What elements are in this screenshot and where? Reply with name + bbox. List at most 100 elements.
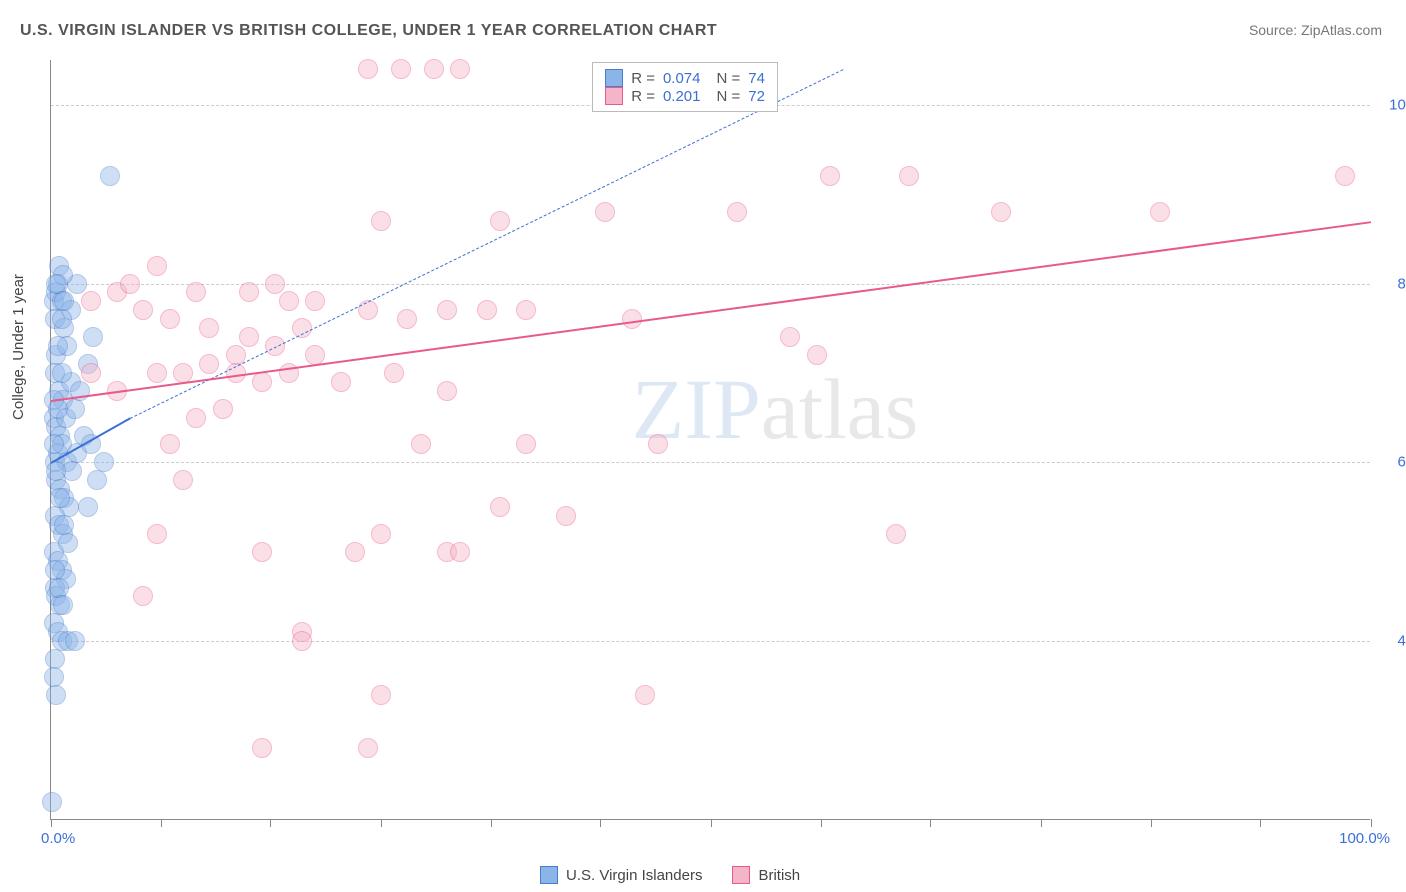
- scatter-point: [54, 291, 74, 311]
- scatter-point: [133, 300, 153, 320]
- scatter-point: [252, 372, 272, 392]
- trend-line: [130, 69, 843, 419]
- gridline-horizontal: [51, 462, 1370, 463]
- scatter-point: [635, 685, 655, 705]
- scatter-point: [44, 667, 64, 687]
- y-tick-label: 60.0%: [1397, 454, 1406, 471]
- scatter-point: [358, 300, 378, 320]
- y-tick-label: 100.0%: [1389, 96, 1406, 113]
- scatter-point: [424, 59, 444, 79]
- x-tick-label-max: 100.0%: [1339, 830, 1390, 847]
- scatter-point: [65, 399, 85, 419]
- scatter-point: [384, 363, 404, 383]
- scatter-point: [83, 327, 103, 347]
- scatter-point: [160, 434, 180, 454]
- x-tick: [930, 819, 931, 827]
- scatter-point: [58, 533, 78, 553]
- x-tick: [711, 819, 712, 827]
- scatter-point: [371, 524, 391, 544]
- scatter-point: [186, 282, 206, 302]
- scatter-point: [1150, 202, 1170, 222]
- scatter-point: [53, 595, 73, 615]
- scatter-point: [65, 631, 85, 651]
- scatter-point: [49, 578, 69, 598]
- scatter-point: [265, 274, 285, 294]
- scatter-point: [371, 685, 391, 705]
- scatter-point: [490, 211, 510, 231]
- scatter-point: [899, 166, 919, 186]
- scatter-point: [516, 434, 536, 454]
- scatter-point: [252, 738, 272, 758]
- trend-line: [51, 221, 1371, 402]
- x-tick: [821, 819, 822, 827]
- scatter-point: [305, 345, 325, 365]
- scatter-plot: 40.0%60.0%80.0%100.0%0.0%100.0%ZIPatlas …: [50, 60, 1370, 820]
- scatter-point: [147, 256, 167, 276]
- scatter-point: [54, 515, 74, 535]
- scatter-point: [516, 300, 536, 320]
- watermark: ZIPatlas: [632, 359, 919, 459]
- x-tick: [51, 819, 52, 827]
- y-tick-label: 80.0%: [1397, 275, 1406, 292]
- scatter-point: [81, 363, 101, 383]
- scatter-point: [239, 327, 259, 347]
- scatter-point: [595, 202, 615, 222]
- scatter-point: [305, 291, 325, 311]
- gridline-horizontal: [51, 641, 1370, 642]
- scatter-point: [648, 434, 668, 454]
- scatter-point: [213, 399, 233, 419]
- y-tick-label: 40.0%: [1397, 633, 1406, 650]
- scatter-point: [358, 738, 378, 758]
- x-tick: [270, 819, 271, 827]
- scatter-point: [1335, 166, 1355, 186]
- scatter-point: [780, 327, 800, 347]
- scatter-point: [437, 381, 457, 401]
- scatter-point: [358, 59, 378, 79]
- x-tick: [1041, 819, 1042, 827]
- scatter-point: [173, 363, 193, 383]
- scatter-point: [292, 631, 312, 651]
- scatter-point: [411, 434, 431, 454]
- scatter-point: [147, 363, 167, 383]
- scatter-point: [371, 211, 391, 231]
- legend-bottom: U.S. Virgin IslandersBritish: [540, 866, 800, 884]
- scatter-point: [991, 202, 1011, 222]
- scatter-point: [279, 291, 299, 311]
- scatter-point: [46, 461, 66, 481]
- scatter-point: [450, 59, 470, 79]
- scatter-point: [727, 202, 747, 222]
- scatter-point: [807, 345, 827, 365]
- scatter-point: [133, 586, 153, 606]
- x-tick: [1371, 819, 1372, 827]
- scatter-point: [820, 166, 840, 186]
- x-tick: [491, 819, 492, 827]
- x-tick: [161, 819, 162, 827]
- scatter-point: [78, 497, 98, 517]
- scatter-point: [292, 318, 312, 338]
- legend-item: British: [732, 866, 800, 884]
- scatter-point: [173, 470, 193, 490]
- x-tick: [600, 819, 601, 827]
- scatter-point: [52, 309, 72, 329]
- scatter-point: [87, 470, 107, 490]
- x-tick: [1151, 819, 1152, 827]
- scatter-point: [437, 300, 457, 320]
- scatter-point: [81, 291, 101, 311]
- scatter-point: [46, 274, 66, 294]
- chart-title: U.S. VIRGIN ISLANDER VS BRITISH COLLEGE,…: [20, 22, 717, 40]
- y-axis-label: College, Under 1 year: [10, 274, 27, 420]
- scatter-point: [46, 685, 66, 705]
- scatter-point: [48, 336, 68, 356]
- scatter-point: [397, 309, 417, 329]
- scatter-point: [147, 524, 167, 544]
- scatter-point: [886, 524, 906, 544]
- x-tick: [381, 819, 382, 827]
- scatter-point: [556, 506, 576, 526]
- scatter-point: [199, 318, 219, 338]
- scatter-point: [42, 792, 62, 812]
- scatter-point: [199, 354, 219, 374]
- scatter-point: [331, 372, 351, 392]
- scatter-point: [239, 282, 259, 302]
- scatter-point: [186, 408, 206, 428]
- source-attribution: Source: ZipAtlas.com: [1249, 22, 1382, 38]
